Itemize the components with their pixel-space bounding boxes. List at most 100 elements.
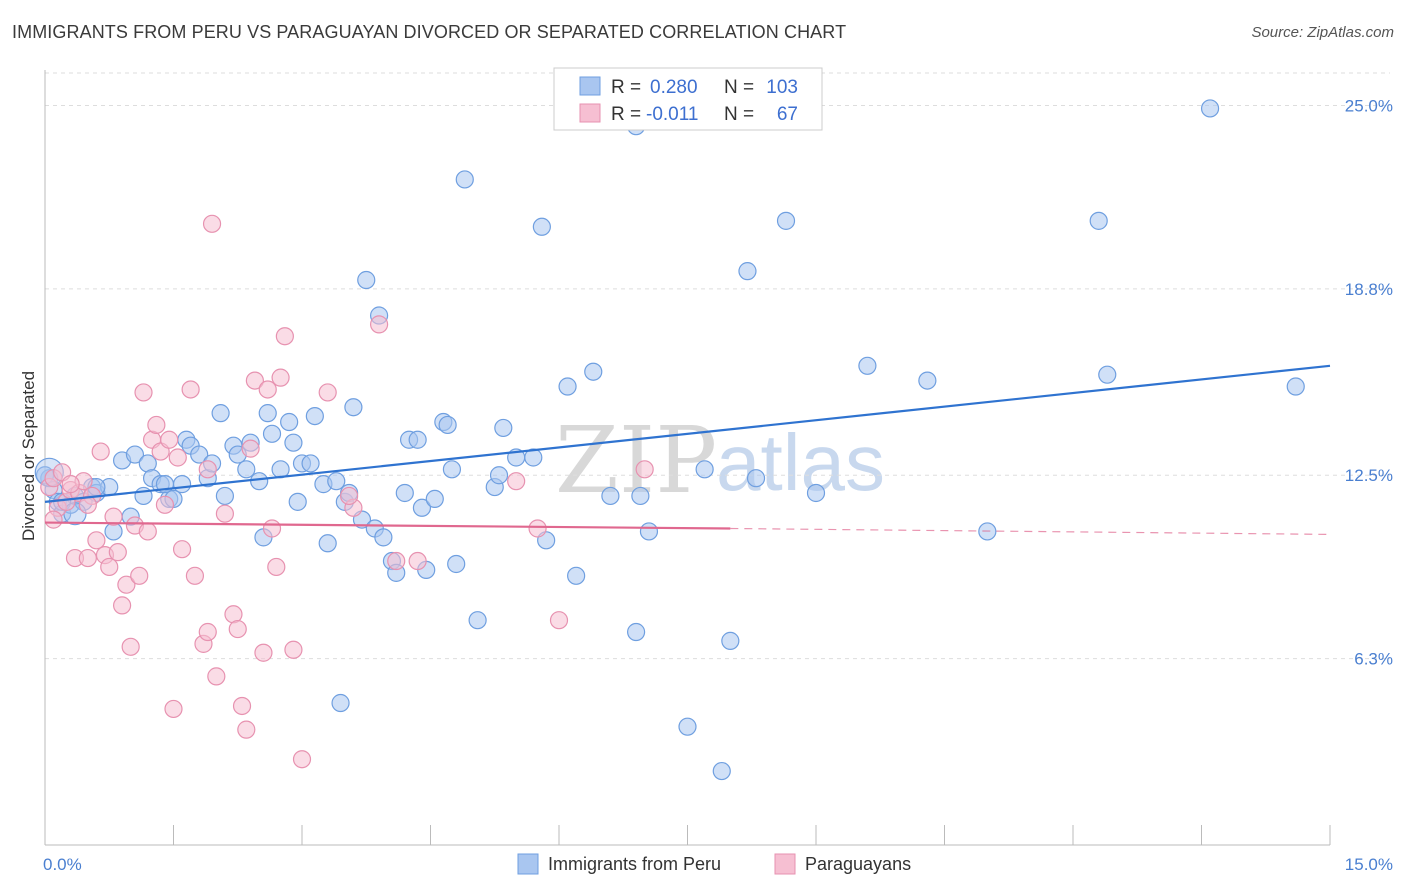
peru-point-62 — [425, 489, 444, 509]
peru-point-37 — [280, 412, 299, 432]
paraguayans-point-31 — [172, 540, 192, 559]
peru-point-91 — [858, 356, 877, 375]
paraguayans-point-17 — [112, 596, 132, 615]
paraguayans-point-35 — [198, 622, 217, 642]
legend-n-value-peru: 103 — [766, 77, 798, 98]
peru-point-42 — [305, 406, 324, 426]
peru-point-73 — [524, 448, 543, 467]
peru-point-64 — [438, 415, 457, 435]
peru-point-74 — [532, 217, 551, 236]
y-tick-label-2: 18.8% — [1345, 280, 1393, 299]
paraguayans-point-55 — [370, 315, 389, 334]
trend-line-peru — [44, 364, 1331, 503]
y-tick-labels: 6.3% 12.5% 18.8% 25.0% — [1345, 96, 1393, 668]
legend-r-value-peru: 0.280 — [650, 77, 698, 98]
paraguayans-point-37 — [207, 667, 226, 686]
peru-point-77 — [567, 566, 586, 585]
paraguayans-point-12 — [91, 442, 110, 461]
peru-point-66 — [447, 554, 466, 574]
paraguayans-point-18 — [117, 575, 136, 594]
peru-point-97 — [1286, 377, 1305, 396]
peru-point-76 — [558, 377, 577, 396]
paraguayans-point-53 — [318, 383, 337, 402]
paraguayans-point-23 — [138, 522, 157, 541]
peru-point-26 — [211, 404, 230, 423]
peru-point-35 — [262, 424, 282, 443]
peru-point-57 — [395, 483, 414, 503]
legend-r-value-paraguayans: -0.011 — [646, 104, 698, 125]
trend-lines — [44, 364, 1331, 536]
peru-point-45 — [327, 472, 346, 491]
peru-point-87 — [738, 262, 757, 281]
legend-swatch-peru — [579, 76, 601, 96]
peru-point-38 — [284, 433, 303, 452]
paraguayans-point-40 — [228, 619, 247, 639]
paraguayans-point-46 — [258, 380, 277, 399]
peru-point-60 — [412, 498, 432, 517]
peru-point-78 — [584, 362, 603, 381]
y-axis-label: Divorced or Separated — [19, 371, 38, 541]
peru-point-51 — [357, 270, 376, 290]
paraguayans-point-47 — [262, 519, 282, 538]
peru-point-70 — [489, 466, 509, 485]
chart-source: Source: ZipAtlas.com — [1251, 24, 1394, 41]
bottom-legend-swatch-peru — [517, 853, 539, 875]
x-tick-label-0: 0.0% — [43, 855, 82, 874]
peru-point-71 — [494, 418, 513, 438]
peru-point-90 — [806, 483, 826, 503]
paraguayans-point-19 — [121, 637, 140, 656]
peru-point-94 — [1089, 211, 1108, 230]
paraguayans-point-15 — [104, 507, 123, 526]
paraguayans-point-28 — [160, 430, 179, 449]
paraguayans-point-41 — [232, 696, 252, 716]
paraguayans-point-60 — [549, 611, 569, 630]
paraguayans-point-51 — [284, 640, 303, 659]
paraguayans-point-42 — [237, 720, 256, 739]
paraguayans-point-29 — [164, 699, 183, 719]
peru-point-83 — [678, 717, 697, 736]
peru-point-96 — [1200, 99, 1220, 118]
paraguayans-point-16 — [108, 543, 127, 562]
watermark-atlas: atlas — [716, 418, 885, 507]
peru-point-54 — [374, 528, 393, 547]
peru-point-32 — [250, 472, 269, 491]
trend-line-paraguayans-extension — [730, 527, 1331, 536]
paraguayans-point-11 — [87, 531, 106, 550]
paraguayans-point-27 — [155, 495, 175, 514]
paraguayans-point-62 — [44, 510, 63, 529]
x-tick-labels: 0.0% 15.0% — [43, 855, 1393, 874]
peru-point-59 — [408, 430, 427, 449]
peru-point-92 — [918, 371, 937, 390]
peru-point-68 — [468, 611, 487, 630]
peru-point-85 — [712, 761, 731, 781]
peru-point-20 — [172, 475, 192, 494]
paraguayans-point-66 — [340, 486, 359, 506]
peru-point-82 — [639, 522, 659, 541]
legend-swatch-paraguayans — [579, 103, 601, 123]
paraguayans-point-9 — [78, 548, 97, 568]
peru-point-65 — [442, 460, 462, 479]
paraguayans-point-43 — [241, 439, 260, 458]
legend-r-label-paraguayans: R = — [611, 104, 641, 125]
bottom-legend-swatch-paraguayans — [774, 853, 796, 875]
y-tick-label-3: 25.0% — [1345, 96, 1393, 115]
peru-point-49 — [344, 398, 363, 417]
paraguayans-point-38 — [215, 504, 234, 523]
paraguayans-point-48 — [267, 557, 286, 577]
x-tick-label-1: 15.0% — [1345, 855, 1393, 874]
peru-point-46 — [331, 693, 350, 713]
peru-point-67 — [455, 170, 474, 189]
paraguayans-point-44 — [245, 371, 264, 390]
peru-point-79 — [601, 486, 620, 506]
paraguayans-point-58 — [507, 472, 526, 491]
peru-point-88 — [746, 469, 766, 488]
peru-point-13 — [125, 445, 145, 464]
paraguayans-point-22 — [134, 383, 153, 402]
series-peru-points — [34, 99, 1305, 781]
paraguayans-point-63 — [61, 475, 80, 494]
gridlines — [45, 72, 1390, 660]
y-tick-label-1: 12.5% — [1345, 466, 1393, 485]
peru-point-41 — [301, 454, 320, 473]
bottom-legend-label-peru: Immigrants from Peru — [548, 854, 721, 874]
paraguayans-point-56 — [387, 551, 406, 571]
